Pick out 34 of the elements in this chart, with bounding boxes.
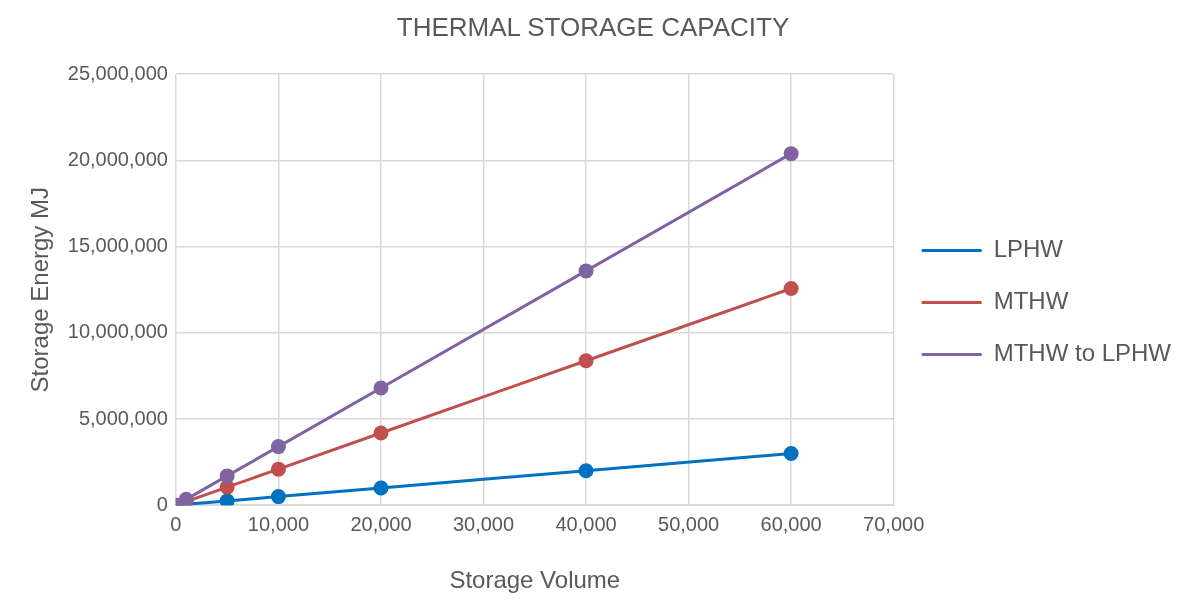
- x-tick-label: 0: [170, 512, 182, 535]
- point: [270, 461, 286, 477]
- point: [373, 425, 389, 441]
- point: [219, 493, 235, 506]
- point: [783, 146, 799, 162]
- y-tick-label: 0: [156, 492, 168, 515]
- legend-label: MTHW to LPHW: [993, 339, 1172, 367]
- x-axis-title: Storage Volume: [449, 566, 621, 594]
- point: [578, 353, 594, 369]
- point: [578, 263, 594, 279]
- point: [270, 489, 286, 505]
- y-tick-label: 10,000,000: [67, 320, 168, 343]
- x-tick-label: 50,000: [658, 512, 720, 535]
- point: [270, 439, 286, 455]
- point: [578, 463, 594, 479]
- legend-label: LPHW: [993, 235, 1064, 263]
- x-tick-label: 40,000: [555, 512, 617, 535]
- x-tick-label: 20,000: [350, 512, 412, 535]
- legend-label: MTHW: [993, 287, 1069, 315]
- y-tick-label: 20,000,000: [67, 147, 168, 170]
- y-tick-label: 25,000,000: [67, 61, 168, 84]
- y-axis-title: Storage Energy MJ: [26, 186, 54, 393]
- point: [783, 445, 799, 461]
- point: [373, 380, 389, 396]
- point: [373, 480, 389, 496]
- x-tick-label: 10,000: [247, 512, 310, 535]
- x-tick-label: 30,000: [452, 512, 515, 535]
- chart-title: THERMAL STORAGE CAPACITY: [396, 11, 790, 42]
- point: [219, 468, 235, 484]
- y-tick-label: 5,000,000: [78, 406, 168, 429]
- y-tick-label: 15,000,000: [67, 234, 168, 257]
- point: [783, 280, 799, 296]
- x-tick-label: 60,000: [760, 512, 822, 535]
- x-tick-label: 70,000: [863, 512, 925, 535]
